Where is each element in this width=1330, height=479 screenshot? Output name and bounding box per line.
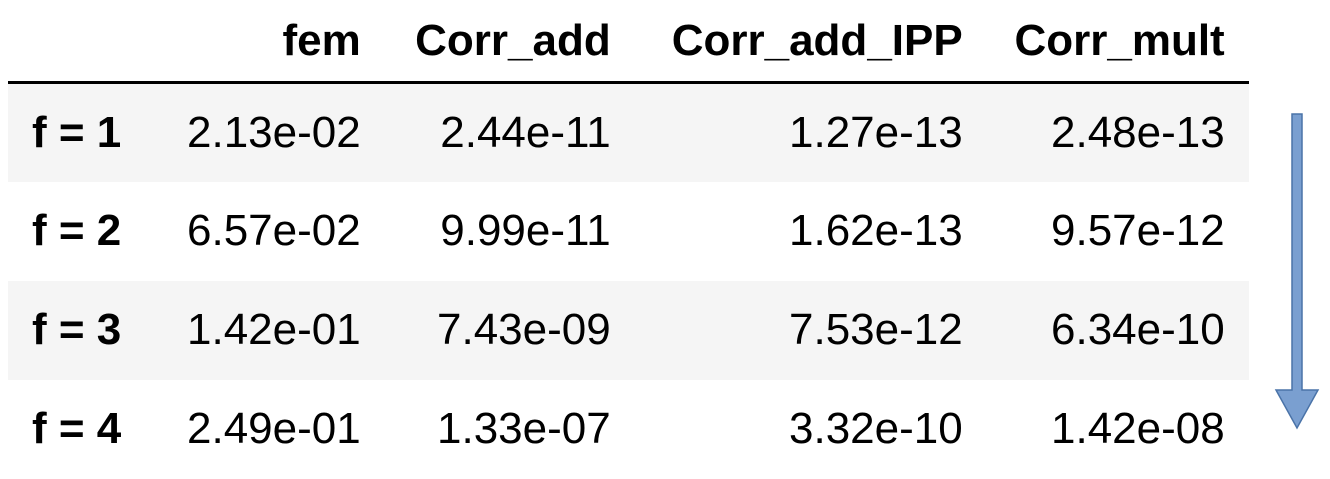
table-row: f = 3 1.42e-01 7.43e-09 7.53e-12 6.34e-1… [8, 280, 1249, 380]
cell-corr-add-ipp: 3.32e-10 [789, 404, 963, 453]
cell-corr-mult: 6.34e-10 [1051, 305, 1225, 354]
header-row: fem Corr_add Corr_add_IPP Corr_mult [8, 0, 1249, 84]
cell-corr-add-ipp: 1.27e-13 [789, 107, 963, 157]
cell-corr-add: 1.33e-07 [437, 404, 611, 453]
corner-header [8, 0, 163, 84]
cell-corr-add-ipp: 1.62e-13 [789, 206, 963, 255]
cell-corr-mult: 1.42e-08 [1051, 404, 1225, 453]
cell-fem: 6.57e-02 [187, 206, 361, 255]
row-label: f = 1 [32, 107, 122, 157]
arrow-shape [1274, 113, 1320, 430]
cell-corr-add-ipp: 7.53e-12 [789, 305, 963, 354]
cell-corr-mult: 9.57e-12 [1051, 206, 1225, 255]
results-table: fem Corr_add Corr_add_IPP Corr_mult f = … [8, 0, 1249, 479]
row-label: f = 3 [32, 305, 122, 354]
cell-corr-add: 7.43e-09 [437, 305, 611, 354]
cell-corr-add: 2.44e-11 [440, 107, 611, 157]
column-header-corr-add: Corr_add [384, 0, 635, 84]
cell-fem: 2.49e-01 [187, 404, 361, 453]
row-label: f = 2 [32, 206, 122, 255]
cell-fem: 2.13e-02 [187, 107, 361, 157]
arrow-down-icon [1274, 113, 1320, 430]
table-row: f = 2 6.57e-02 9.99e-11 1.62e-13 9.57e-1… [8, 182, 1249, 281]
column-header-corr-add-ipp: Corr_add_IPP [634, 0, 987, 84]
column-header-fem: fem [163, 0, 385, 84]
table-row: f = 1 2.13e-02 2.44e-11 1.27e-13 2.48e-1… [8, 82, 1249, 182]
table-row: f = 4 2.49e-01 1.33e-07 3.32e-10 1.42e-0… [8, 380, 1249, 479]
row-label: f = 4 [32, 404, 122, 453]
column-header-corr-mult: Corr_mult [986, 0, 1249, 84]
cell-corr-mult: 2.48e-13 [1051, 107, 1225, 157]
cell-corr-add: 9.99e-11 [440, 206, 611, 255]
cell-fem: 1.42e-01 [187, 305, 361, 354]
